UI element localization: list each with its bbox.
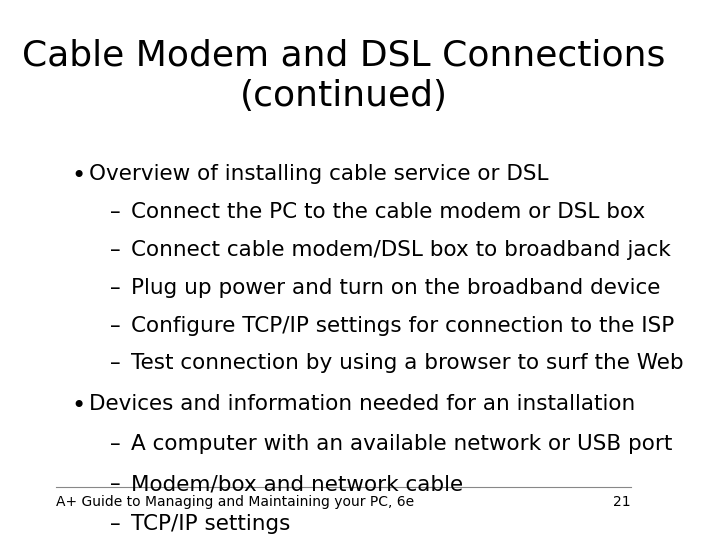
- Text: Connect the PC to the cable modem or DSL box: Connect the PC to the cable modem or DSL…: [131, 202, 645, 222]
- Text: Test connection by using a browser to surf the Web: Test connection by using a browser to su…: [131, 354, 683, 374]
- Text: •: •: [71, 394, 85, 418]
- Text: Devices and information needed for an installation: Devices and information needed for an in…: [89, 394, 635, 414]
- Text: Modem/box and network cable: Modem/box and network cable: [131, 474, 463, 494]
- Text: –: –: [110, 278, 120, 298]
- Text: Plug up power and turn on the broadband device: Plug up power and turn on the broadband …: [131, 278, 660, 298]
- Text: Cable Modem and DSL Connections
(continued): Cable Modem and DSL Connections (continu…: [22, 39, 665, 113]
- Text: Configure TCP/IP settings for connection to the ISP: Configure TCP/IP settings for connection…: [131, 315, 674, 335]
- Text: Overview of installing cable service or DSL: Overview of installing cable service or …: [89, 164, 549, 184]
- Text: –: –: [110, 474, 120, 494]
- Text: A computer with an available network or USB port: A computer with an available network or …: [131, 434, 672, 454]
- Text: •: •: [71, 164, 85, 188]
- Text: –: –: [110, 514, 120, 534]
- Text: Connect cable modem/DSL box to broadband jack: Connect cable modem/DSL box to broadband…: [131, 240, 671, 260]
- Text: –: –: [110, 240, 120, 260]
- Text: –: –: [110, 315, 120, 335]
- Text: TCP/IP settings: TCP/IP settings: [131, 514, 290, 534]
- Text: –: –: [110, 434, 120, 454]
- Text: –: –: [110, 354, 120, 374]
- Text: 21: 21: [613, 495, 631, 509]
- Text: –: –: [110, 202, 120, 222]
- Text: A+ Guide to Managing and Maintaining your PC, 6e: A+ Guide to Managing and Maintaining you…: [56, 495, 414, 509]
